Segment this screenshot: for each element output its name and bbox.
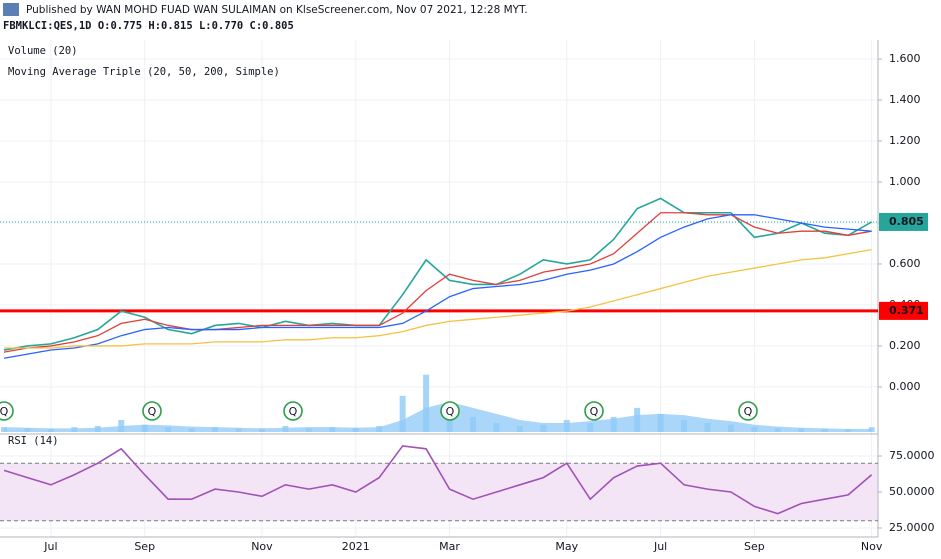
series-line (3, 445, 873, 515)
x-tick-label: 2021 (342, 540, 370, 553)
volume-bar (657, 413, 664, 432)
volume-bar (727, 424, 734, 432)
volume-bar (399, 395, 406, 432)
earnings-label: Q (590, 405, 599, 418)
volume-bar (47, 428, 54, 432)
earnings-marker (0, 401, 14, 421)
earnings-label: Q (0, 405, 9, 418)
last-price-box (879, 212, 928, 231)
volume-bar (563, 419, 570, 432)
volume-bar (423, 374, 430, 432)
volume-bar (141, 424, 148, 432)
x-tick-label: Nov (861, 540, 883, 553)
volume-bar (94, 425, 101, 432)
volume-bar (1, 427, 7, 432)
x-tick-label: Sep (744, 540, 765, 553)
series-line (3, 197, 873, 351)
earnings-marker (738, 401, 758, 421)
volume-bar (165, 427, 172, 432)
x-tick-label: Jul (43, 540, 57, 553)
volume-bar (610, 416, 617, 432)
level-box (879, 301, 928, 320)
volume-bar (258, 428, 265, 432)
y-tick-label: 25.0000 (889, 521, 935, 534)
volume-bar (821, 428, 828, 432)
level-label: 0.371 (889, 304, 924, 317)
y-tick-label: 0.000 (889, 380, 921, 393)
x-tick-label: Mar (439, 540, 460, 553)
y-tick-label: 1.400 (889, 93, 921, 106)
y-tick-label: 75.0000 (889, 449, 935, 462)
volume-bar (118, 419, 125, 432)
volume-bar (587, 422, 594, 432)
volume-bar (235, 428, 242, 432)
volume-bar (493, 422, 500, 432)
volume-ma-area (4, 401, 872, 432)
x-tick-label: Jul (653, 540, 667, 553)
volume-bar (634, 407, 641, 432)
y-tick-label: 1.200 (889, 134, 921, 147)
volume-bar (470, 416, 476, 432)
volume-bar (376, 425, 383, 432)
volume-bar (212, 427, 219, 432)
volume-bar (305, 428, 312, 432)
series-line (3, 214, 872, 359)
symbol-line: FBMKLCI:QES,1D O:0.775 H:0.815 L:0.770 C… (3, 20, 294, 32)
y-tick-label: 1.000 (889, 175, 921, 188)
x-tick-label: Nov (251, 540, 273, 553)
volume-bar (352, 427, 359, 432)
volume-bar (540, 424, 547, 432)
volume-bar (329, 427, 336, 432)
y-tick-label: 1.600 (889, 52, 921, 65)
volume-bar (868, 427, 875, 432)
series-line (3, 212, 872, 353)
publisher-icon (3, 3, 19, 16)
rsi-label: RSI (14) (8, 435, 59, 447)
indicator-label: Volume (20) (8, 45, 78, 57)
x-tick-label: May (555, 540, 578, 553)
last-price-label: 0.805 (889, 215, 924, 228)
volume-bar (188, 428, 195, 432)
volume-bar (24, 428, 31, 432)
x-tick-label: Sep (134, 540, 155, 553)
volume-bar (681, 419, 688, 432)
earnings-label: Q (289, 405, 298, 418)
volume-bar (751, 427, 758, 432)
earnings-marker (440, 401, 460, 421)
volume-bar (845, 428, 852, 432)
volume-bar (516, 425, 523, 432)
volume-bar (71, 427, 78, 432)
volume-bar (774, 428, 781, 432)
volume-bar (704, 422, 711, 432)
volume-bar (282, 425, 289, 432)
y-tick-label: 50.0000 (889, 485, 935, 498)
series-line (4, 248, 872, 349)
y-tick-label: 0.200 (889, 339, 921, 352)
earnings-marker (283, 401, 303, 421)
earnings-label: Q (148, 405, 157, 418)
indicator-label: Moving Average Triple (20, 50, 200, Simp… (8, 66, 280, 78)
y-tick-label: 0.600 (889, 257, 921, 270)
earnings-marker (584, 401, 604, 421)
volume-bar (798, 428, 805, 432)
earnings-marker (142, 401, 162, 421)
earnings-label: Q (446, 405, 455, 418)
earnings-label: Q (744, 405, 753, 418)
publisher-line: Published by WAN MOHD FUAD WAN SULAIMAN … (26, 4, 528, 16)
